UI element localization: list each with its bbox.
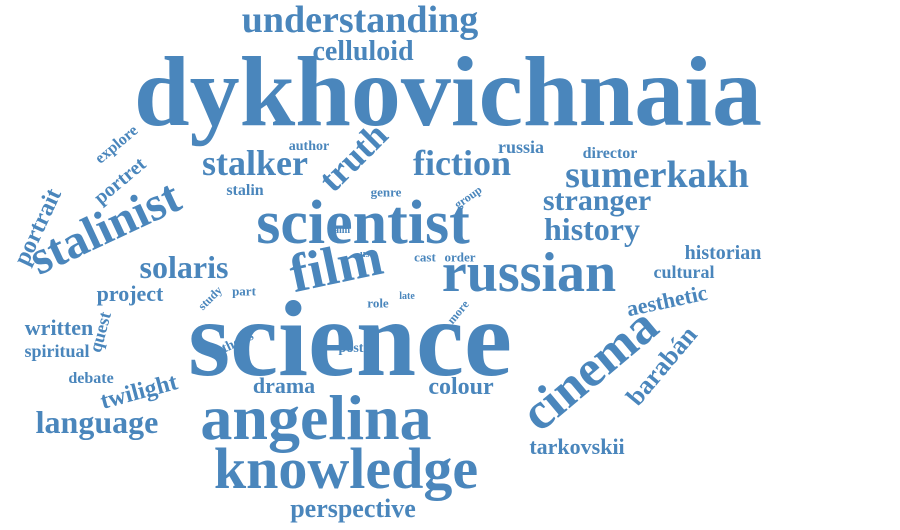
- word-russian: russian: [441, 242, 617, 304]
- word-understanding: understanding: [241, 0, 479, 41]
- word-scientist: scientist: [256, 189, 470, 257]
- word-knowledge: knowledge: [213, 436, 479, 501]
- word-use: use: [360, 249, 374, 260]
- word-spiritual: spiritual: [24, 341, 90, 361]
- word-science: science: [188, 280, 512, 399]
- word-genre: genre: [370, 184, 402, 200]
- word-order: order: [444, 249, 476, 265]
- word-sumerkakh: sumerkakh: [565, 154, 749, 196]
- word-russia: russia: [497, 137, 545, 157]
- word-celluloid: celluloid: [312, 36, 414, 67]
- word-cultural: cultural: [653, 262, 715, 282]
- word-post: post: [338, 341, 364, 356]
- word-perspective: perspective: [290, 494, 416, 523]
- word-aesthetic: aesthetic: [624, 279, 710, 322]
- word-stalker: stalker: [202, 143, 308, 183]
- word-tarkovskii: tarkovskii: [529, 434, 625, 459]
- word-author: author: [288, 139, 330, 154]
- word-language: language: [35, 404, 159, 440]
- word-part: part: [232, 283, 256, 299]
- word-angelina: angelina: [200, 382, 432, 453]
- word-debate: debate: [68, 370, 114, 387]
- word-drama: drama: [252, 373, 316, 398]
- word-solaris: solaris: [139, 249, 229, 285]
- word-cast: cast: [414, 249, 436, 265]
- word-stranger: stranger: [542, 184, 652, 217]
- word-director: director: [582, 145, 638, 162]
- word-stalin: stalin: [226, 182, 264, 199]
- word-aim: aim: [333, 225, 351, 236]
- word-role: role: [367, 295, 389, 311]
- word-historian: historian: [684, 242, 762, 264]
- word-history: history: [544, 211, 640, 247]
- word-fiction: fiction: [413, 143, 511, 183]
- word-project: project: [96, 281, 164, 306]
- word-dykhovichnaia: dykhovichnaia: [133, 36, 763, 147]
- word-written: written: [24, 315, 94, 340]
- word-colour: colour: [428, 374, 494, 400]
- word-late: late: [399, 291, 415, 302]
